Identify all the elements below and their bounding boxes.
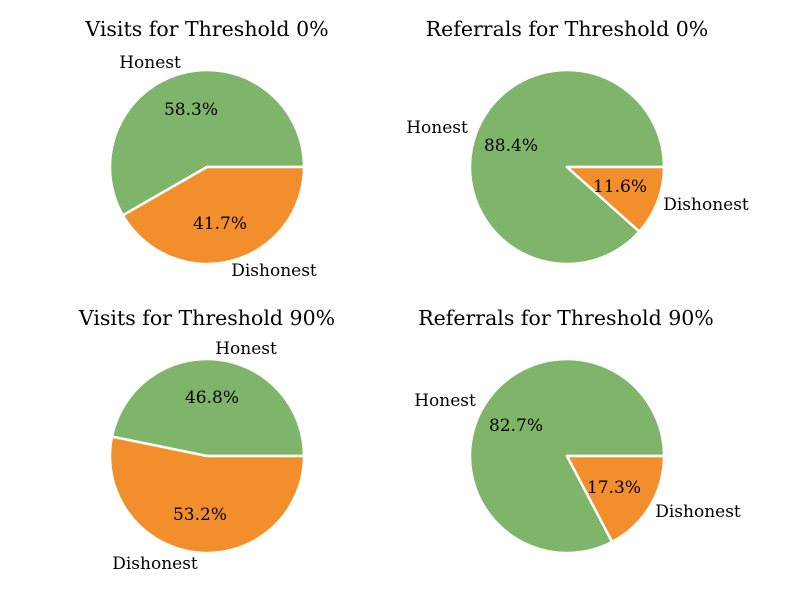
slice-label-dishonest: Dishonest [663, 195, 749, 215]
value-label-dishonest: 11.6% [593, 177, 647, 197]
pie-panel-referrals-90: Referrals for Threshold 90% Honest Disho… [414, 306, 741, 555]
pie-slices [108, 357, 306, 555]
pie-panel-visits-0: Visits for Threshold 0% Honest Dishonest… [84, 17, 328, 281]
pie-slice-honest [108, 68, 306, 217]
value-label-honest: 88.4% [484, 136, 538, 156]
pie-slice-dishonest [121, 165, 306, 266]
slice-label-dishonest: Dishonest [655, 502, 741, 522]
chart-title: Visits for Threshold 90% [78, 306, 335, 330]
pie-panel-visits-90: Visits for Threshold 90% Honest Dishones… [78, 306, 335, 574]
value-label-dishonest: 17.3% [587, 478, 641, 498]
chart-title: Referrals for Threshold 90% [418, 306, 714, 330]
slice-label-honest: Honest [215, 339, 277, 359]
pie-slice-dishonest [565, 165, 666, 233]
slice-label-dishonest: Dishonest [231, 261, 317, 281]
pie-slice-honest [110, 357, 306, 458]
pie-slice-dishonest [108, 435, 306, 555]
value-label-honest: 58.3% [164, 100, 218, 120]
chart-title: Referrals for Threshold 0% [426, 17, 709, 41]
pie-panel-referrals-0: Referrals for Threshold 0% Honest Dishon… [406, 17, 749, 266]
value-label-honest: 82.7% [489, 416, 543, 436]
slice-label-honest: Honest [406, 118, 468, 138]
chart-title: Visits for Threshold 0% [84, 17, 328, 41]
slice-label-honest: Honest [119, 53, 181, 73]
value-label-dishonest: 53.2% [173, 505, 227, 525]
slice-label-dishonest: Dishonest [112, 554, 198, 574]
pie-slices [468, 357, 666, 555]
pie-slices [108, 68, 306, 266]
pie-slices [468, 68, 666, 266]
pie-slice-honest [468, 357, 666, 555]
value-label-dishonest: 41.7% [193, 214, 247, 234]
pie-slice-dishonest [565, 454, 666, 544]
slice-label-honest: Honest [414, 391, 476, 411]
value-label-honest: 46.8% [185, 388, 239, 408]
